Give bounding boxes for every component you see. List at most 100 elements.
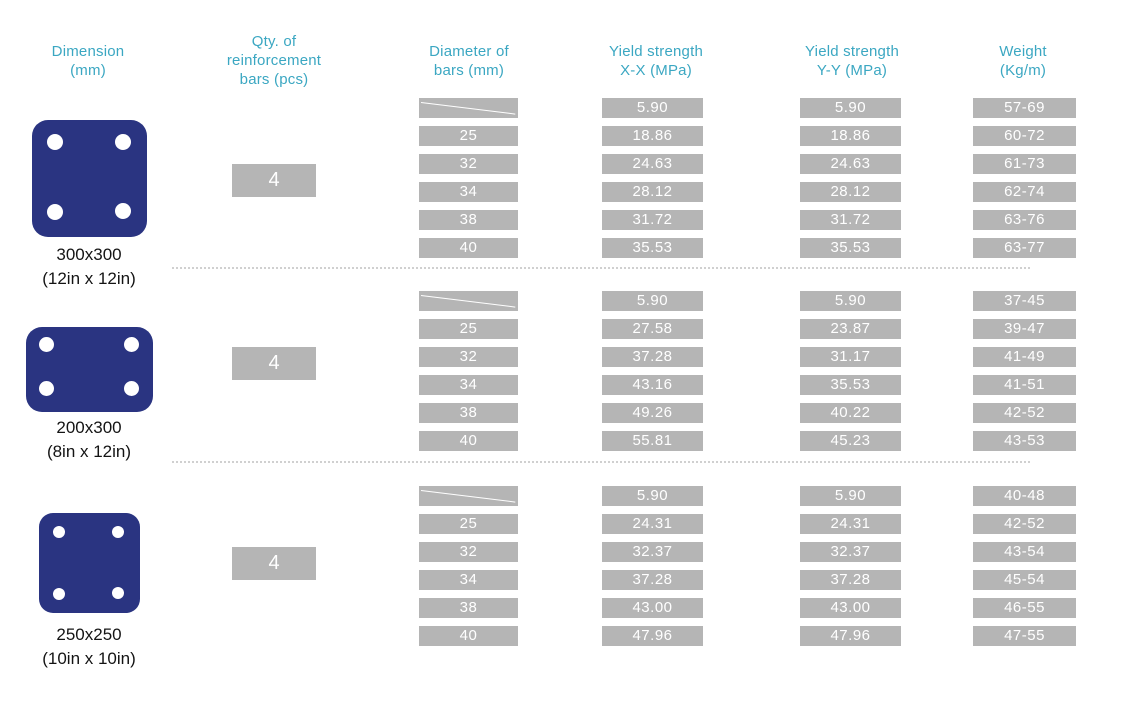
yield-xx-cell: 5.90: [602, 98, 703, 118]
weight-cell: 41-49: [973, 347, 1076, 367]
bolt-hole-icon: [124, 337, 139, 352]
diameter-cell-blank: [419, 291, 518, 311]
qty-badge: 4: [232, 164, 316, 197]
weight-cell: 60-72: [973, 126, 1076, 146]
dimension-mm: 200x300: [56, 418, 122, 437]
weight-cell: 43-53: [973, 431, 1076, 451]
weight-cell: 63-77: [973, 238, 1076, 258]
bolt-hole-icon: [47, 134, 63, 150]
dotted-separator: [172, 267, 1030, 269]
plate-group-250x250: 250x250 (10in x 10in) 4 5.90 5.90 40-48 25 2…: [0, 486, 1136, 668]
header-line: Diameter of: [429, 43, 509, 60]
diameter-cell: 40: [419, 431, 518, 451]
header-line: Yield strength: [609, 43, 703, 60]
header-weight: Weight (Kg/m): [950, 42, 1096, 80]
bolt-hole-icon: [124, 381, 139, 396]
yield-yy-cell: 45.23: [800, 431, 901, 451]
dotted-separator: [172, 461, 1030, 463]
yield-xx-cell: 35.53: [602, 238, 703, 258]
qty-badge: 4: [232, 547, 316, 580]
yield-xx-cell: 31.72: [602, 210, 703, 230]
diameter-cell: 38: [419, 598, 518, 618]
weight-cell: 41-51: [973, 375, 1076, 395]
weight-cell: 37-45: [973, 291, 1076, 311]
yield-yy-cell: 5.90: [800, 486, 901, 506]
bolt-hole-icon: [115, 134, 131, 150]
yield-yy-cell: 35.53: [800, 375, 901, 395]
dimension-inches: (10in x 10in): [42, 649, 136, 668]
yield-xx-cell: 37.28: [602, 570, 703, 590]
header-line: Weight: [999, 43, 1047, 60]
weight-cell: 63-76: [973, 210, 1076, 230]
header-yield-strength-yy: Yield strength Y-Y (MPa): [778, 42, 926, 80]
yield-yy-cell: 31.17: [800, 347, 901, 367]
yield-yy-cell: 23.87: [800, 319, 901, 339]
header-line: Dimension: [51, 43, 125, 60]
plate-icon: [26, 327, 153, 412]
weight-cell: 62-74: [973, 182, 1076, 202]
yield-xx-cell: 24.31: [602, 514, 703, 534]
diameter-cell: 34: [419, 182, 518, 202]
header-yield-strength-xx: Yield strength X-X (MPa): [582, 42, 730, 80]
yield-yy-cell: 24.63: [800, 154, 901, 174]
header-qty-reinforcement-bars: Qty. of reinforcement bars (pcs): [189, 32, 359, 89]
header-line: Yield strength: [805, 43, 899, 60]
yield-xx-cell: 28.12: [602, 182, 703, 202]
header-line: bars (mm): [433, 62, 505, 79]
diameter-cell: 25: [419, 126, 518, 146]
bolt-hole-icon: [53, 588, 65, 600]
weight-cell: 42-52: [973, 403, 1076, 423]
header-line: (mm): [70, 62, 106, 79]
yield-yy-cell: 28.12: [800, 182, 901, 202]
weight-cell: 57-69: [973, 98, 1076, 118]
yield-xx-cell: 37.28: [602, 347, 703, 367]
diameter-cell: 34: [419, 375, 518, 395]
header-line: Qty. of: [251, 33, 297, 50]
yield-xx-cell: 32.37: [602, 542, 703, 562]
dimension-inches: (12in x 12in): [42, 269, 136, 288]
plate-icon: [32, 120, 147, 237]
weight-cell: 43-54: [973, 542, 1076, 562]
weight-cell: 47-55: [973, 626, 1076, 646]
weight-cell: 40-48: [973, 486, 1076, 506]
plate-group-300x300: 300x300 (12in x 12in) 4 5.90 5.90 57-69 25 1…: [0, 98, 1136, 288]
diameter-cell: 25: [419, 319, 518, 339]
dimension-label: 300x300 (12in x 12in): [8, 243, 170, 291]
weight-cell: 46-55: [973, 598, 1076, 618]
header-diameter-of-bars: Diameter of bars (mm): [399, 42, 539, 80]
diameter-cell: 38: [419, 403, 518, 423]
qty-badge: 4: [232, 347, 316, 380]
dimension-mm: 250x250: [56, 625, 122, 644]
yield-xx-cell: 24.63: [602, 154, 703, 174]
diameter-cell: 38: [419, 210, 518, 230]
header-line: Y-Y (MPa): [816, 62, 888, 79]
header-line: X-X (MPa): [620, 62, 692, 79]
weight-cell: 61-73: [973, 154, 1076, 174]
bolt-hole-icon: [115, 203, 131, 219]
diameter-cell: 32: [419, 154, 518, 174]
weight-cell: 45-54: [973, 570, 1076, 590]
bolt-hole-icon: [53, 526, 65, 538]
weight-cell: 39-47: [973, 319, 1076, 339]
header-dimension: Dimension (mm): [18, 42, 158, 80]
yield-yy-cell: 18.86: [800, 126, 901, 146]
diagonal-line: [420, 102, 516, 115]
dimension-label: 250x250 (10in x 10in): [8, 623, 170, 671]
yield-xx-cell: 5.90: [602, 486, 703, 506]
header-line: (Kg/m): [999, 62, 1047, 79]
diameter-cell: 40: [419, 238, 518, 258]
diameter-cell-blank: [419, 486, 518, 506]
diameter-cell: 34: [419, 570, 518, 590]
diameter-cell: 40: [419, 626, 518, 646]
yield-xx-cell: 43.16: [602, 375, 703, 395]
dimension-mm: 300x300: [56, 245, 122, 264]
yield-xx-cell: 27.58: [602, 319, 703, 339]
yield-yy-cell: 31.72: [800, 210, 901, 230]
weight-cell: 42-52: [973, 514, 1076, 534]
yield-yy-cell: 5.90: [800, 98, 901, 118]
bolt-hole-icon: [47, 204, 63, 220]
yield-yy-cell: 40.22: [800, 403, 901, 423]
yield-yy-cell: 47.96: [800, 626, 901, 646]
yield-yy-cell: 37.28: [800, 570, 901, 590]
